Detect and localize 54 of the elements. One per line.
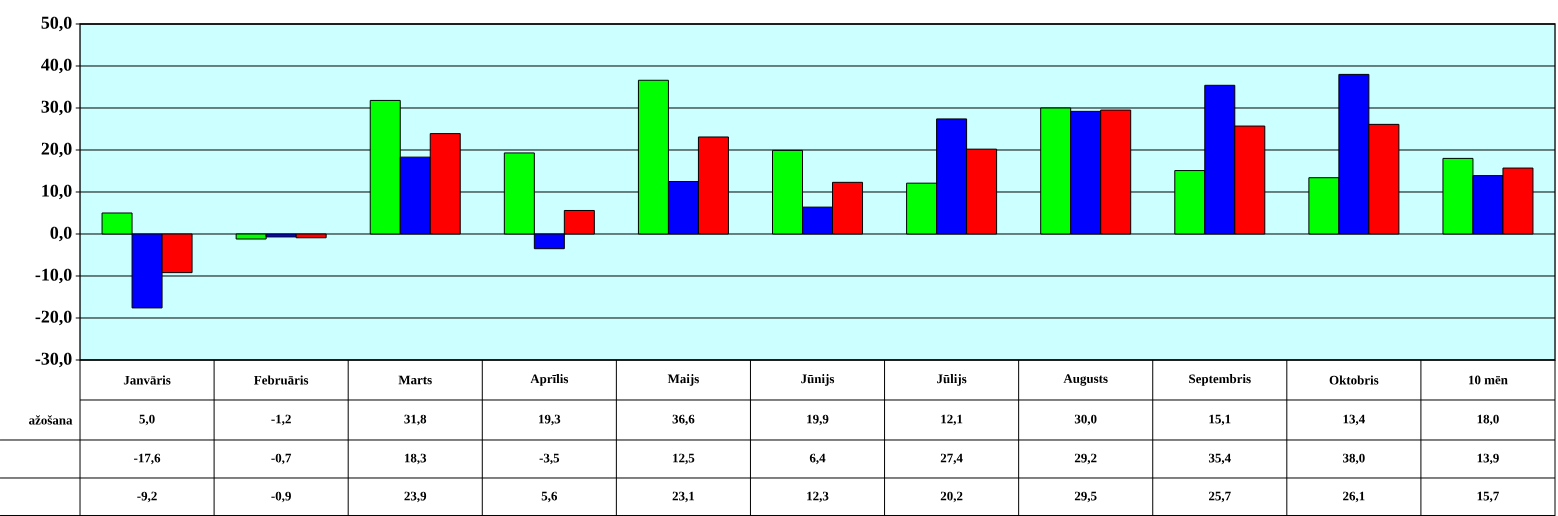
data-label: 27,4 [940,453,963,465]
x-tick-label: Augusts [1063,374,1108,386]
data-label: 36,6 [672,414,695,426]
data-label: -3,5 [539,453,560,465]
y-tick-label: -10,0 [35,268,72,284]
x-tick-label: Jūnijs [801,374,835,386]
data-label: -17,6 [134,453,161,465]
data-label: -1,2 [271,414,291,426]
data-label: 38,0 [1343,453,1365,465]
y-tick-label: -30,0 [35,352,72,368]
data-label: 31,8 [404,414,427,426]
x-tick-label: Septembris [1189,374,1251,386]
data-label: 18,3 [404,453,427,465]
y-tick-label: 50,0 [41,16,72,32]
data-label: 12,1 [941,414,963,426]
data-label: 25,7 [1209,491,1231,503]
data-label: 15,7 [1477,491,1499,503]
data-label: 12,5 [673,453,695,465]
data-label: 23,1 [672,491,695,503]
data-label: 5,6 [541,491,558,503]
x-tick-label: Jūlijs [937,374,967,386]
data-label: 19,3 [539,414,561,426]
x-tick-label: Janvāris [123,375,171,385]
data-label: -9,2 [137,491,157,503]
data-label: 13,9 [1477,453,1499,465]
x-tick-label: Marts [398,375,432,385]
x-tick-label: 10 mēn [1469,375,1508,385]
data-label: 23,9 [404,491,427,503]
data-label: 5,0 [139,414,155,426]
x-tick-label: Aprīlis [530,374,569,386]
data-label: 35,4 [1208,453,1231,465]
y-tick-label: 0,0 [50,226,72,242]
data-label: 13,4 [1343,414,1365,426]
y-tick-label: 40,0 [41,58,72,74]
data-label: 12,3 [807,491,829,503]
data-label: 30,0 [1074,414,1097,426]
data-label: 6,4 [809,453,826,465]
data-label: -0,7 [271,453,292,465]
x-tick-label: Februāris [254,375,309,385]
data-label: 29,5 [1074,491,1097,503]
x-tick-label: Oktobris [1329,375,1379,385]
data-label: 19,9 [807,414,829,426]
y-tick-label: -20,0 [35,310,72,326]
data-label: 15,1 [1209,414,1231,426]
y-tick-label: 30,0 [41,100,72,116]
y-tick-label: 20,0 [41,142,72,158]
y-tick-label: 10,0 [42,184,72,200]
data-label: -0,9 [271,491,291,503]
data-label: 20,2 [940,491,963,503]
x-tick-label: Maijs [667,374,699,386]
data-label: 18,0 [1477,414,1499,426]
data-label: 26,1 [1343,491,1365,503]
data-label: 29,2 [1074,453,1097,465]
text: ažošana [29,415,73,425]
